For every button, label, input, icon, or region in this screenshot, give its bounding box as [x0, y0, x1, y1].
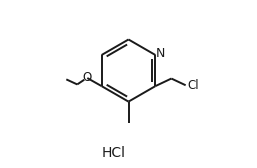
Text: O: O — [82, 71, 91, 84]
Text: N: N — [155, 47, 165, 60]
Text: HCl: HCl — [101, 146, 125, 160]
Text: Cl: Cl — [188, 79, 199, 92]
